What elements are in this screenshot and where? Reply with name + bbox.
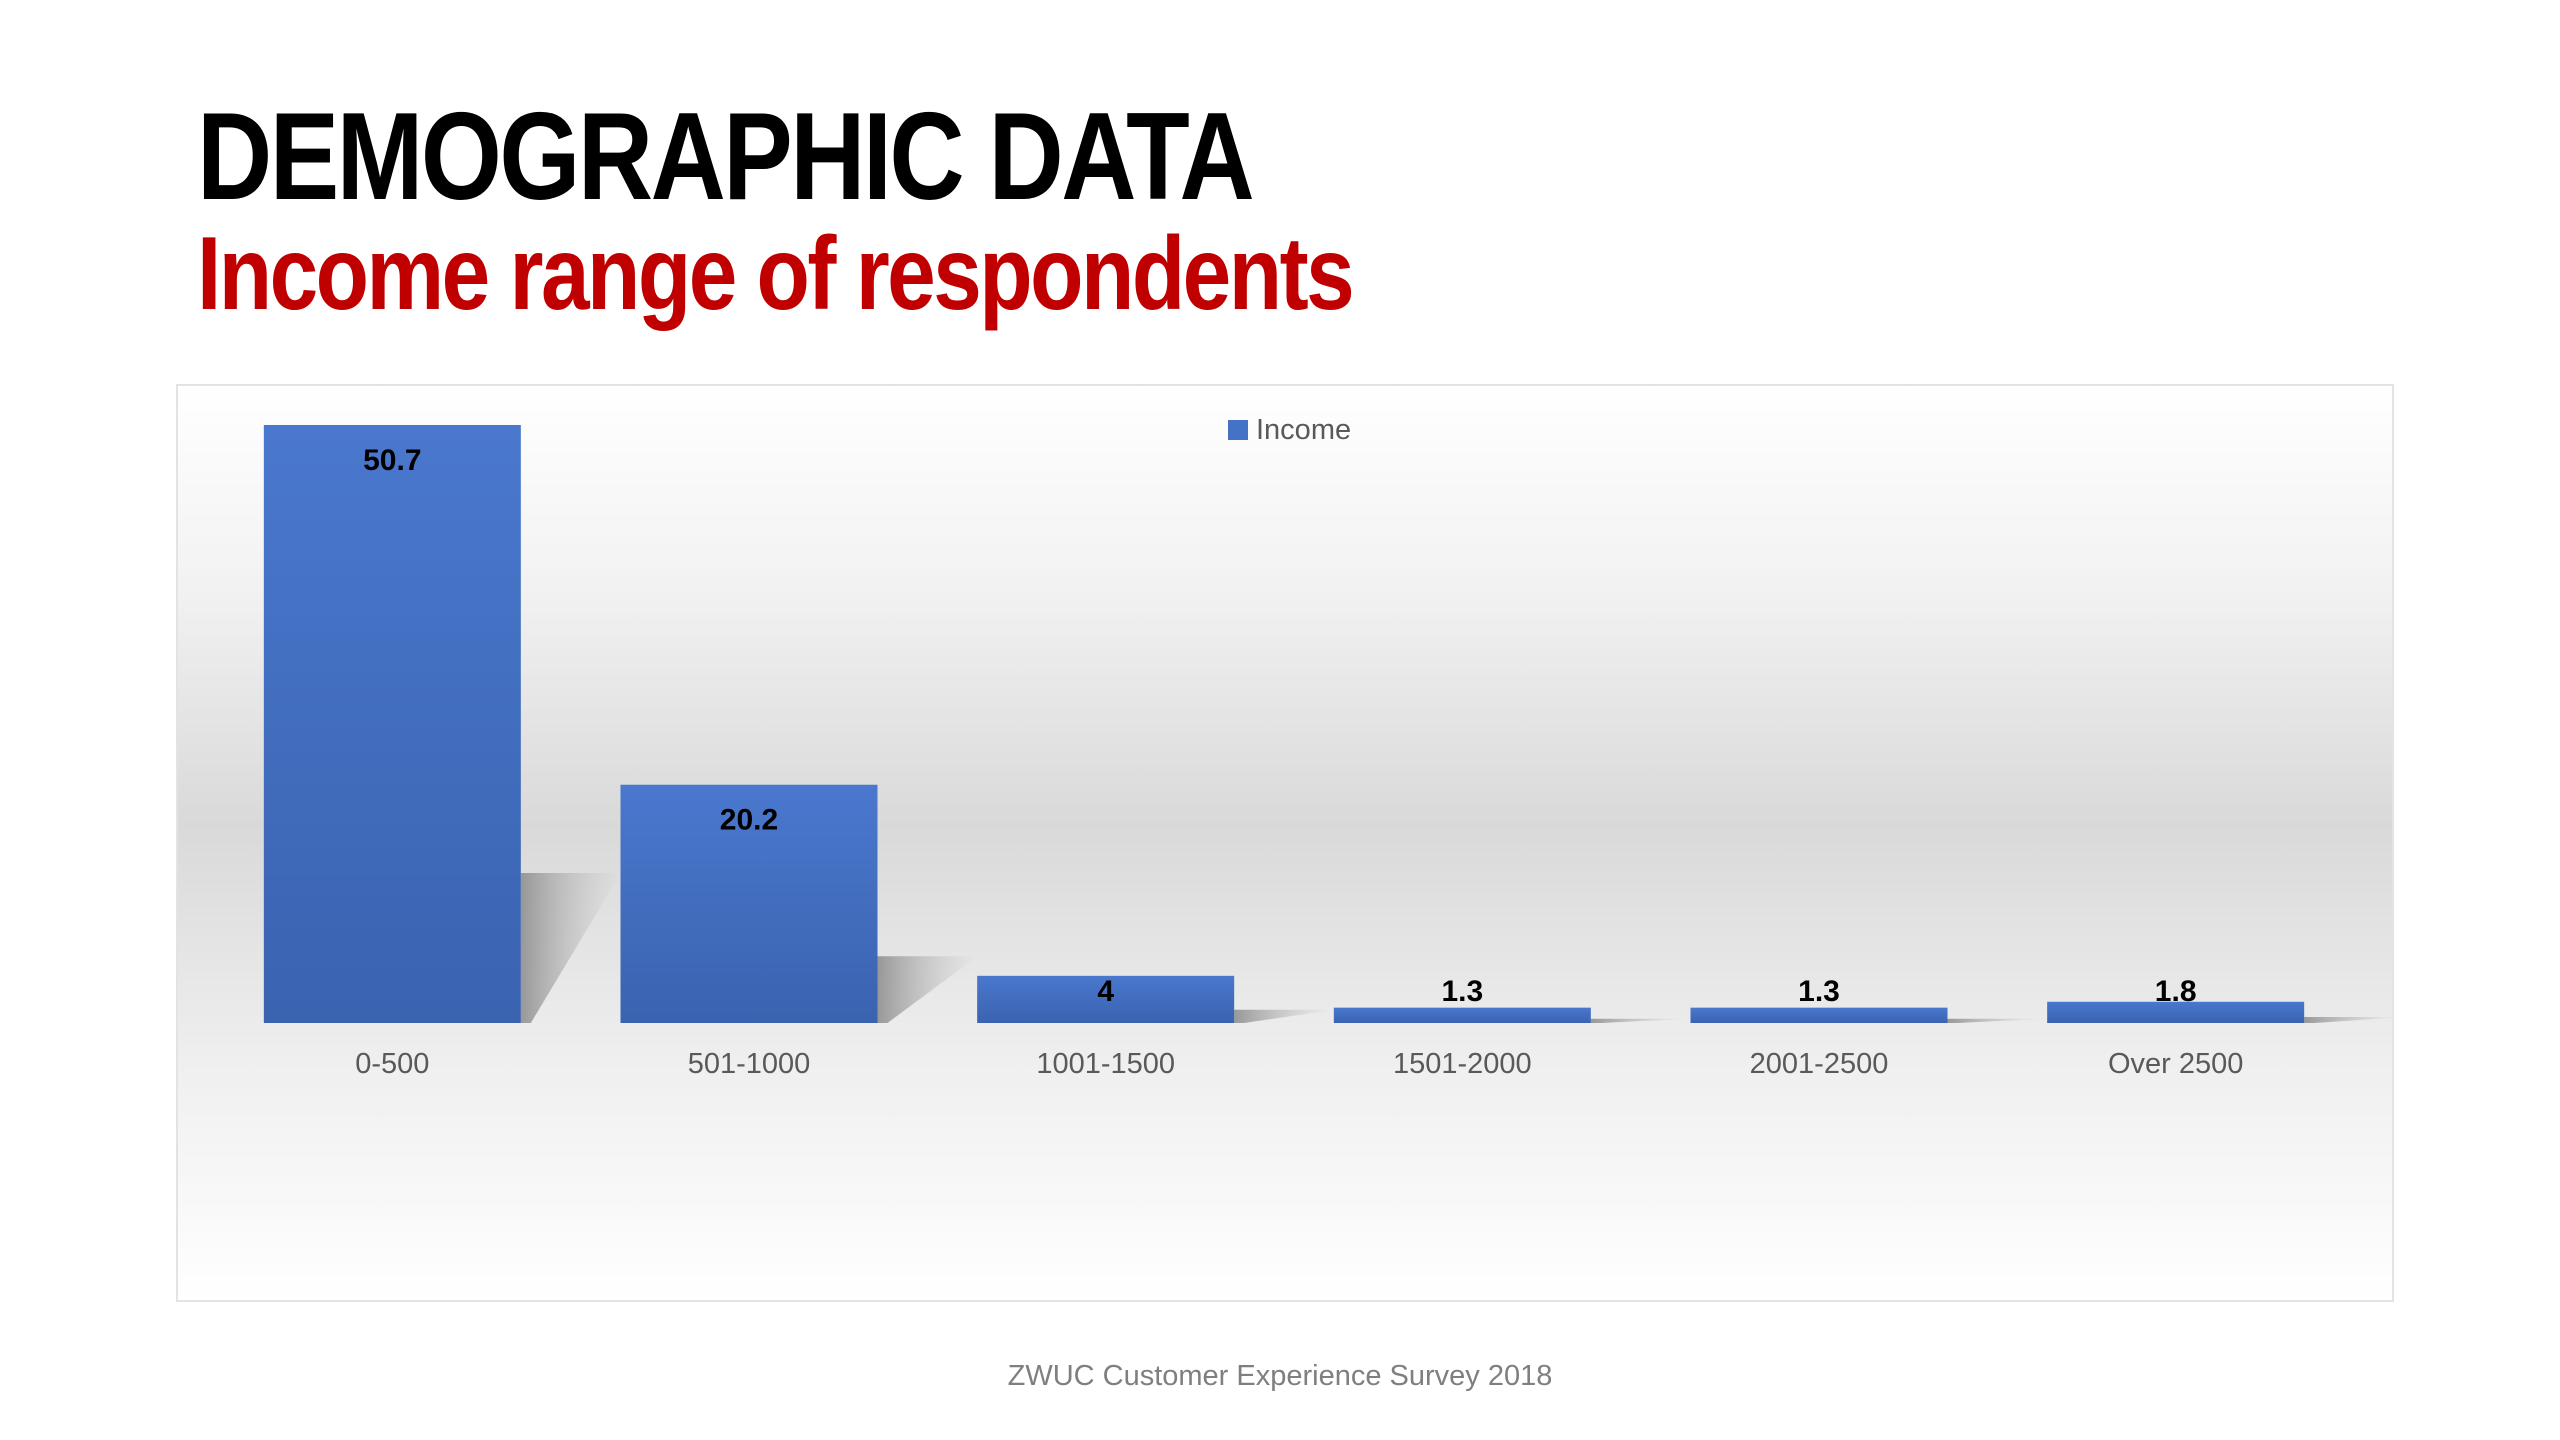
chart-legend: Income	[1228, 414, 1351, 446]
bar-Over 2500	[2047, 1001, 2305, 1023]
data-label: 1.3	[1441, 975, 1483, 1008]
category-labels: 0-500 501-1000 1001-1500 1501-2000 2001-2500…	[355, 1048, 2243, 1080]
bar-shadows	[520, 873, 2392, 1023]
data-label: 50.7	[363, 444, 421, 477]
category-label: 1001-1500	[1036, 1048, 1175, 1080]
category-label: 0-500	[355, 1048, 429, 1080]
category-label: 2001-2500	[1750, 1048, 1889, 1080]
bar-shadow	[2304, 1017, 2392, 1023]
data-label: 20.2	[720, 804, 778, 837]
category-label: Over 2500	[2108, 1048, 2243, 1080]
slide-title: DEMOGRAPHIC DATA	[197, 88, 1255, 226]
bars	[263, 425, 2305, 1023]
bar-shadow	[877, 956, 978, 1023]
bar-shadow	[1234, 1009, 1335, 1023]
bar-2001-2500	[1690, 1007, 1948, 1023]
bar-shadow	[1590, 1018, 1691, 1023]
bar-501-1000	[620, 784, 878, 1023]
bar-chart: Income 50.7 20.2 4 1.3 1.3 1.8 0-500 501-1000 1…	[263, 414, 2392, 1080]
legend-label: Income	[1256, 414, 1351, 446]
source-note: ZWUC Customer Experience Survey 2018	[1007, 1360, 1553, 1392]
bar-1501-2000	[1333, 1007, 1591, 1023]
data-label: 4	[1097, 975, 1114, 1008]
bar-0-500	[263, 425, 521, 1023]
category-label: 1501-2000	[1393, 1048, 1532, 1080]
slide-subtitle: Income range of respondents	[197, 216, 1355, 332]
data-label: 1.3	[1798, 975, 1840, 1008]
legend-swatch	[1228, 420, 1248, 440]
category-label: 501-1000	[688, 1048, 811, 1080]
bar-1001-1500	[977, 975, 1235, 1023]
data-label: 1.8	[2155, 975, 2197, 1008]
chart-area: Income 50.7 20.2 4 1.3 1.3 1.8 0-500 501-1000 1…	[176, 384, 2394, 1302]
bar-shadow	[1947, 1018, 2048, 1023]
bar-shadow	[520, 873, 621, 1023]
data-labels: 50.7 20.2 4 1.3 1.3 1.8	[363, 444, 2196, 1008]
